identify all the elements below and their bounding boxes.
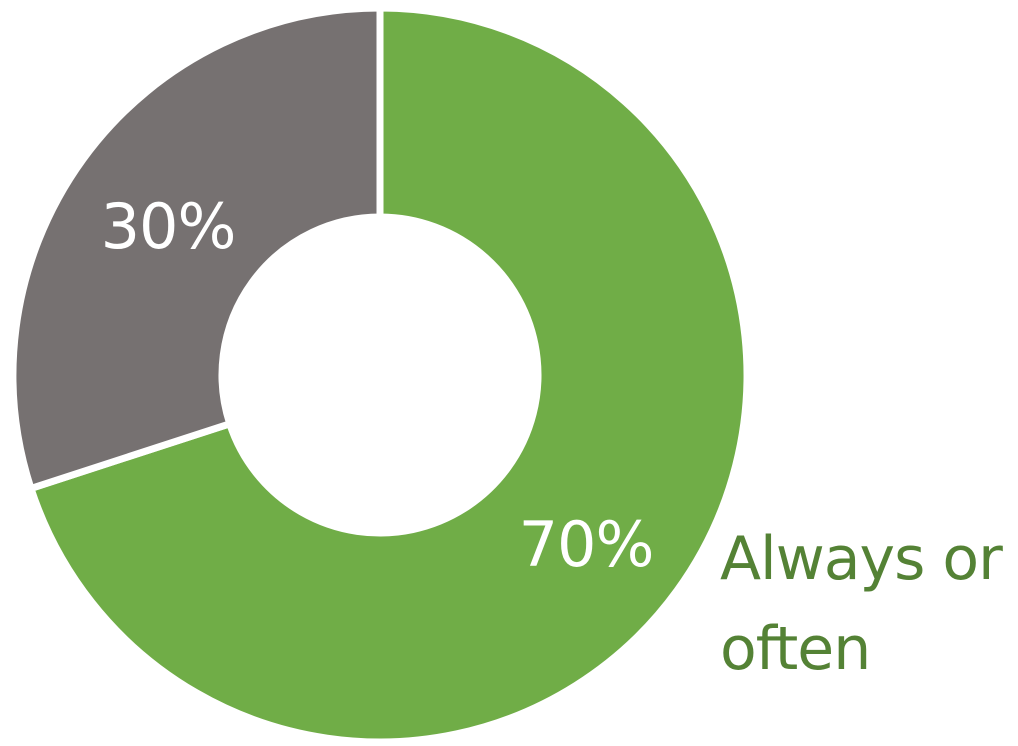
data-label-slice-1: 70%	[519, 508, 654, 581]
data-label-slice-2: 30%	[101, 190, 236, 263]
series-label-always-or-often: Always or often	[720, 524, 1003, 684]
donut-slice-2	[9, 4, 384, 493]
donut-slice-1	[26, 4, 751, 746]
